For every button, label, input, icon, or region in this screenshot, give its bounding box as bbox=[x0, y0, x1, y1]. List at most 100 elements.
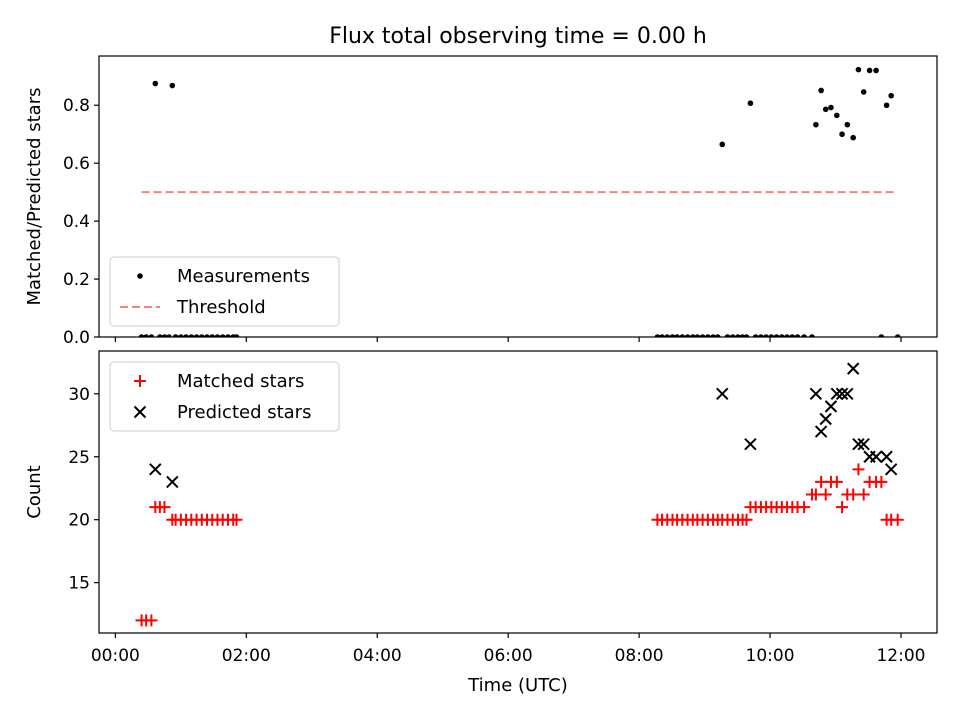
measurements-point bbox=[157, 334, 163, 337]
measurements-point bbox=[894, 334, 901, 337]
measurements-point bbox=[743, 334, 750, 337]
measurements-point bbox=[822, 106, 829, 113]
measurements-point bbox=[699, 334, 706, 337]
matched-stars-point bbox=[230, 513, 243, 526]
measurements-point bbox=[669, 334, 676, 337]
predicted-stars-point bbox=[835, 387, 849, 401]
measurements-point bbox=[710, 334, 716, 337]
measurements-point bbox=[828, 104, 834, 111]
measurements-point bbox=[763, 334, 769, 337]
matched-stars-point bbox=[857, 488, 870, 501]
measurements-point bbox=[166, 334, 172, 337]
x-axis-label: Time (UTC) bbox=[467, 675, 568, 696]
predicted-stars-point bbox=[824, 400, 838, 413]
matched-stars-point bbox=[830, 475, 843, 488]
top-panel-ratio-plot: 0.0 0.2 0.4 0.6 0.8 Matched/Predicted stars Me… bbox=[24, 55, 938, 348]
measurements-point bbox=[873, 67, 879, 74]
y-tick-label: 0.6 bbox=[63, 154, 90, 174]
measurements-point bbox=[714, 334, 721, 337]
measurements-point bbox=[183, 334, 189, 337]
measurements-point bbox=[855, 66, 862, 73]
measurements-point bbox=[752, 334, 759, 337]
matched-stars-point bbox=[798, 501, 811, 514]
measurements-point bbox=[794, 334, 801, 337]
predicted-stars-point bbox=[841, 387, 854, 401]
measurements-point bbox=[148, 334, 155, 337]
matched-stars-point bbox=[836, 501, 849, 514]
bottom-panel-count-plot: 15 20 25 30 00:00 02:00 04:00 06:00 08:00 10:00 12… bbox=[24, 350, 938, 666]
measurements-point bbox=[138, 334, 145, 337]
measurements-point bbox=[747, 100, 754, 107]
measurements-point bbox=[172, 334, 179, 337]
x-tick-label: 00:00 bbox=[91, 646, 140, 666]
measurements-point bbox=[178, 334, 184, 337]
x-tick-label: 12:00 bbox=[876, 646, 925, 666]
legend-box bbox=[109, 361, 340, 432]
predicted-stars-point bbox=[869, 450, 883, 463]
y-tick-label: 25 bbox=[68, 448, 90, 468]
legend: Measurements Threshold bbox=[109, 256, 340, 327]
predicted-stars-point bbox=[149, 463, 162, 476]
legend: Matched stars Predicted stars bbox=[109, 361, 340, 432]
predicted-stars-point bbox=[852, 437, 865, 451]
measurements-point bbox=[768, 334, 775, 337]
measurements-point bbox=[169, 82, 176, 89]
legend-label: Matched stars bbox=[177, 371, 304, 392]
measurements-point bbox=[789, 334, 796, 337]
matched-stars-point bbox=[740, 513, 753, 526]
measurements-point bbox=[866, 67, 873, 74]
y-tick-label: 0.0 bbox=[63, 328, 90, 348]
predicted-stars-point bbox=[830, 387, 844, 401]
measurements-point bbox=[143, 334, 149, 337]
y-axis-label: Count bbox=[24, 465, 45, 518]
measurements-point bbox=[878, 334, 885, 337]
y-tick-label: 0.2 bbox=[63, 270, 90, 290]
measurements-point bbox=[188, 334, 195, 337]
predicted-stars-point bbox=[884, 463, 898, 476]
matched-stars-point bbox=[158, 501, 171, 514]
predicted-stars-point bbox=[857, 437, 870, 451]
measurements-point bbox=[161, 334, 168, 337]
measurements-point bbox=[233, 334, 240, 337]
measurements-point bbox=[705, 334, 711, 337]
y-tick-label: 0.8 bbox=[63, 96, 90, 116]
matched-stars-point bbox=[819, 488, 832, 501]
measurements-point bbox=[784, 334, 790, 337]
measurements-point bbox=[204, 334, 210, 337]
legend-marker bbox=[134, 375, 146, 387]
measurements-point bbox=[773, 334, 780, 337]
predicted-stars-point bbox=[744, 437, 757, 451]
x-tick-label: 04:00 bbox=[353, 646, 402, 666]
chart-title: Flux total observing time = 0.00 h bbox=[329, 24, 707, 49]
measurements-point bbox=[844, 121, 851, 128]
measurements-point bbox=[809, 334, 815, 337]
measurements-point bbox=[839, 131, 845, 138]
y-tick-label: 15 bbox=[68, 574, 90, 594]
measurements-point bbox=[758, 334, 764, 337]
matched-stars-point bbox=[875, 475, 888, 488]
measurements-point bbox=[813, 121, 819, 128]
x-tick-label: 08:00 bbox=[615, 646, 664, 666]
predicted-stars-point bbox=[716, 387, 729, 401]
matched-stars-point bbox=[145, 614, 158, 627]
measurements-point bbox=[690, 334, 696, 337]
predicted-stars-point bbox=[880, 450, 893, 463]
predicted-stars-point bbox=[814, 425, 828, 438]
axes-frame bbox=[98, 350, 938, 634]
measurements-point bbox=[214, 334, 221, 337]
panel-data-layer bbox=[135, 362, 904, 627]
measurements-point bbox=[818, 87, 824, 94]
measurements-point bbox=[219, 334, 226, 337]
x-tick-label: 10:00 bbox=[746, 646, 795, 666]
measurements-point bbox=[850, 134, 856, 141]
legend-label: Predicted stars bbox=[177, 402, 311, 423]
measurements-point bbox=[679, 334, 686, 337]
measurements-point bbox=[225, 334, 231, 337]
measurements-point bbox=[674, 334, 680, 337]
measurements-point bbox=[719, 141, 726, 148]
measurements-point bbox=[684, 334, 691, 337]
measurements-point bbox=[883, 102, 890, 109]
measurements-point bbox=[724, 334, 731, 337]
